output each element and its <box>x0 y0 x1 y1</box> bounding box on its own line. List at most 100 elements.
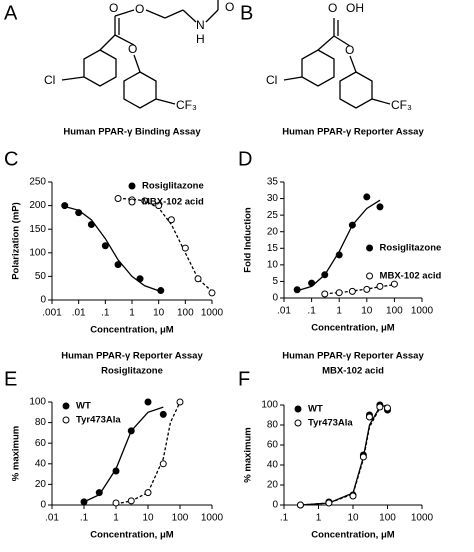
x-tick-label: 1 <box>336 306 342 317</box>
fit-curve <box>324 284 395 295</box>
data-point <box>141 197 149 205</box>
data-point <box>335 251 343 259</box>
data-point <box>127 427 135 435</box>
data-point <box>208 289 216 297</box>
atom: O <box>345 43 354 57</box>
panel-label: C <box>4 148 18 170</box>
panel-label: D <box>238 148 252 170</box>
x-tick-label: .001 <box>42 308 62 319</box>
data-point <box>348 287 356 295</box>
data-point <box>144 398 152 406</box>
x-axis-label: Concentration, μM <box>311 530 394 541</box>
x-tick-label: 1 <box>113 513 119 524</box>
data-point <box>114 261 122 269</box>
y-tick-label: 5 <box>272 276 278 287</box>
y-tick-label: 0 <box>40 500 46 511</box>
data-point <box>325 499 333 507</box>
y-tick-label: 10 <box>267 259 279 270</box>
atom: Cl <box>266 73 277 87</box>
y-tick-label: 20 <box>267 480 279 491</box>
y-tick-label: 100 <box>29 247 46 258</box>
data-point <box>155 202 163 210</box>
data-point <box>376 282 384 290</box>
x-axis-label: Concentration, μM <box>90 325 173 336</box>
atom: N <box>196 18 205 32</box>
data-point <box>321 290 329 298</box>
x-axis-label: Concentration, μM <box>311 323 394 334</box>
data-point <box>335 289 343 297</box>
y-tick-label: 40 <box>267 460 279 471</box>
atom: CF₃ <box>391 98 412 112</box>
data-point <box>87 220 95 228</box>
chart-title: Human PPAR-γ Reporter Assay <box>282 351 424 362</box>
data-point <box>384 404 391 412</box>
data-point <box>348 221 356 229</box>
y-tick-label: 25 <box>267 210 279 221</box>
x-tick-label: 100 <box>386 306 403 317</box>
data-point <box>293 286 301 294</box>
data-point <box>365 413 373 421</box>
fit-curve <box>64 205 162 293</box>
data-point <box>75 209 83 217</box>
data-point <box>95 489 103 497</box>
panel-label: E <box>4 368 17 390</box>
y-tick-label: 50 <box>35 271 47 282</box>
data-point <box>127 497 135 505</box>
y-tick-label: 30 <box>267 193 279 204</box>
data-point <box>376 203 384 211</box>
y-axis-label: % maximum <box>11 426 22 481</box>
legend-label: Rosiglitazone <box>142 181 204 192</box>
y-tick-label: 20 <box>35 479 47 490</box>
data-point <box>390 280 398 288</box>
x-tick-label: 100 <box>379 513 396 524</box>
x-tick-label: 1000 <box>201 308 224 319</box>
x-tick-label: .01 <box>277 306 291 317</box>
y-tick-label: 150 <box>29 224 46 235</box>
x-tick-label: 10 <box>142 513 154 524</box>
x-axis-label: Concentration, μM <box>90 530 173 541</box>
legend-marker <box>62 416 70 424</box>
data-point <box>157 287 165 295</box>
data-point <box>159 460 167 468</box>
legend-marker <box>128 198 136 206</box>
data-point <box>167 216 175 224</box>
data-point <box>376 403 384 411</box>
data-point <box>308 279 316 287</box>
chart-title: Human PPAR-γ Reporter Assay <box>282 127 424 138</box>
panel-label: F <box>238 368 250 390</box>
legend-label: Rosiglitazone <box>380 243 442 254</box>
data-point <box>176 398 184 406</box>
legend-marker <box>294 405 302 413</box>
fit-curve <box>83 406 164 503</box>
legend-marker <box>366 244 374 252</box>
legend-label: MBX-102 acid <box>142 197 204 208</box>
legend-marker <box>366 272 374 280</box>
atom: H <box>196 32 205 46</box>
atom: O <box>328 1 337 15</box>
x-tick-label: 10 <box>361 306 373 317</box>
data-point <box>194 275 202 283</box>
y-tick-label: 35 <box>267 177 279 188</box>
legend-marker <box>62 402 70 410</box>
data-point <box>296 501 304 509</box>
data-point <box>61 202 69 210</box>
y-tick-label: 40 <box>35 458 47 469</box>
y-tick-label: 60 <box>267 440 279 451</box>
fit-curve <box>115 401 181 505</box>
x-tick-label: 1000 <box>411 513 434 524</box>
legend-marker <box>128 182 136 190</box>
chart-title: Human PPAR-γ Binding Assay <box>63 127 201 138</box>
atom: O <box>135 2 144 16</box>
y-tick-label: 80 <box>267 420 279 431</box>
structure-b <box>283 18 391 109</box>
y-tick-label: 200 <box>29 200 46 211</box>
y-tick-label: 250 <box>29 177 46 188</box>
data-point <box>181 244 189 252</box>
x-tick-label: 10 <box>347 513 359 524</box>
data-point <box>349 492 357 500</box>
atom: O <box>128 42 137 56</box>
data-point <box>359 453 367 461</box>
x-tick-label: .1 <box>101 308 110 319</box>
